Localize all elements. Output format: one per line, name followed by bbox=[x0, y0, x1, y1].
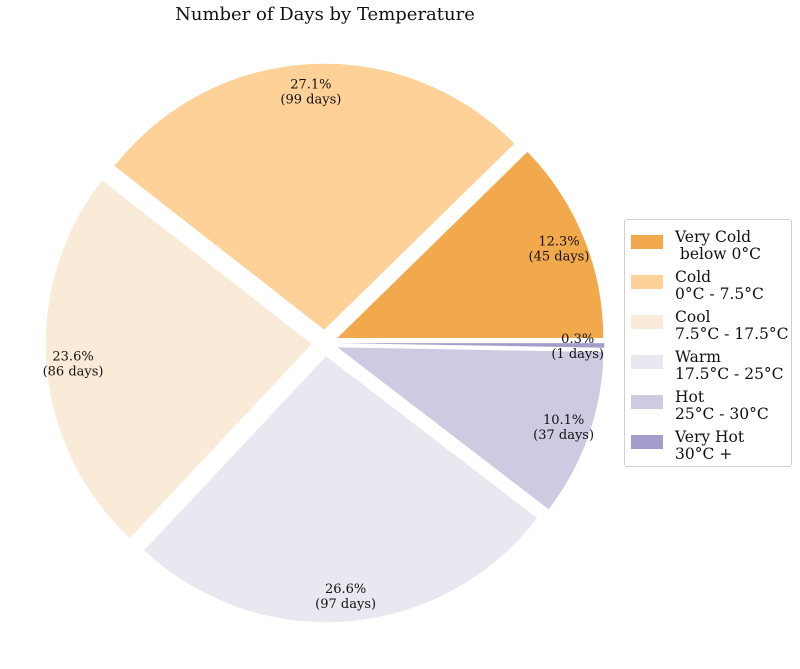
legend-label: Cold 0°C - 7.5°C bbox=[675, 268, 764, 303]
legend-label: Warm 17.5°C - 25°C bbox=[675, 348, 784, 383]
legend-item: Hot 25°C - 30°C bbox=[631, 386, 791, 426]
legend-item: Very Cold below 0°C bbox=[631, 226, 791, 266]
pie-slice bbox=[144, 356, 538, 623]
legend-item: Cold 0°C - 7.5°C bbox=[631, 266, 791, 306]
legend-swatch bbox=[631, 355, 663, 369]
legend-item: Very Hot 30°C + bbox=[631, 426, 791, 466]
chart-title: Number of Days by Temperature bbox=[175, 4, 475, 25]
legend-label: Hot 25°C - 30°C bbox=[675, 388, 769, 423]
slice-label: 26.6% (97 days) bbox=[315, 582, 376, 612]
pie-slice bbox=[45, 180, 312, 539]
pie-slice bbox=[114, 63, 515, 330]
legend-swatch bbox=[631, 275, 663, 289]
legend-item: Cool 7.5°C - 17.5°C bbox=[631, 306, 791, 346]
pie-slice bbox=[337, 347, 604, 510]
slice-label: 27.1% (99 days) bbox=[280, 78, 341, 108]
legend-label: Cool 7.5°C - 17.5°C bbox=[675, 308, 789, 343]
slice-label: 12.3% (45 days) bbox=[529, 235, 590, 265]
legend-swatch bbox=[631, 395, 663, 409]
slice-label: 23.6% (86 days) bbox=[43, 350, 104, 380]
legend: Very Cold below 0°C Cold 0°C - 7.5°C Coo… bbox=[624, 219, 792, 467]
legend-item: Warm 17.5°C - 25°C bbox=[631, 346, 791, 386]
slice-label: 0.3% (1 days) bbox=[551, 332, 604, 362]
legend-label: Very Hot 30°C + bbox=[675, 428, 745, 463]
pie-slice bbox=[337, 151, 604, 338]
legend-swatch bbox=[631, 315, 663, 329]
legend-label: Very Cold below 0°C bbox=[675, 228, 761, 263]
legend-swatch bbox=[631, 435, 663, 449]
slice-label: 10.1% (37 days) bbox=[533, 413, 594, 443]
pie-slice bbox=[338, 343, 605, 348]
legend-swatch bbox=[631, 235, 663, 249]
